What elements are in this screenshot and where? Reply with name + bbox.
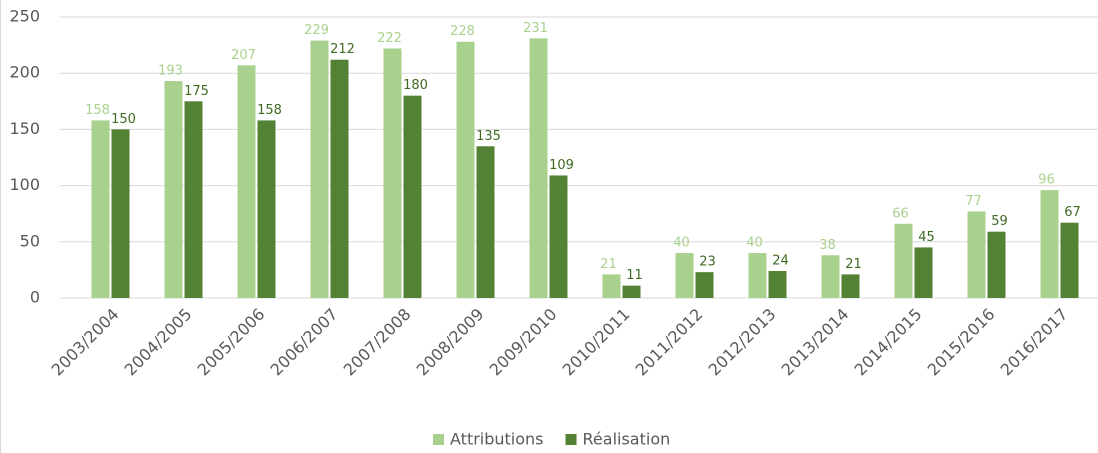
value-label: 45 — [918, 230, 935, 245]
legend-label: Réalisation — [583, 430, 671, 449]
legend-swatch — [565, 434, 577, 445]
bar — [967, 211, 986, 298]
bar — [549, 175, 568, 298]
value-label: 175 — [184, 84, 209, 99]
value-label: 40 — [673, 236, 690, 251]
x-tick-label: 2013/2014 — [778, 305, 853, 380]
value-label: 231 — [523, 21, 548, 36]
bar — [91, 120, 110, 299]
value-label: 193 — [158, 64, 183, 79]
bar — [914, 247, 933, 298]
x-tick-label: 2009/2010 — [486, 305, 561, 380]
bar — [310, 40, 329, 298]
bar — [748, 253, 767, 298]
legend-swatch — [433, 434, 444, 445]
value-label: 158 — [85, 103, 110, 118]
value-label: 59 — [991, 214, 1008, 229]
x-tick-label: 2014/2015 — [851, 305, 926, 380]
x-tick-label: 2008/2009 — [413, 305, 488, 380]
bar — [330, 59, 349, 298]
y-tick-label: 250 — [9, 7, 40, 26]
value-label: 38 — [819, 238, 836, 253]
bar — [529, 38, 548, 299]
bar — [602, 274, 621, 298]
value-label: 21 — [600, 257, 617, 272]
value-label: 11 — [626, 268, 643, 283]
value-label: 150 — [111, 112, 136, 127]
bar — [675, 253, 694, 298]
bar — [476, 146, 495, 298]
value-label: 77 — [965, 194, 982, 209]
y-tick-label: 50 — [20, 231, 40, 250]
bar — [695, 272, 714, 298]
y-tick-label: 150 — [9, 119, 40, 138]
value-label: 158 — [257, 103, 282, 118]
bar — [403, 95, 422, 299]
x-tick-label: 2011/2012 — [632, 305, 707, 380]
bar — [111, 129, 130, 298]
value-label: 23 — [699, 255, 716, 270]
bar — [164, 81, 183, 299]
value-label: 67 — [1064, 205, 1081, 220]
y-tick-label: 200 — [9, 63, 40, 82]
y-tick-label: 0 — [30, 288, 40, 307]
bar — [841, 274, 860, 298]
legend-label: Attributions — [450, 430, 544, 449]
bar — [184, 101, 203, 298]
bar — [257, 120, 276, 299]
value-label: 66 — [892, 206, 909, 221]
x-tick-label: 2015/2016 — [924, 305, 999, 380]
bar — [768, 271, 787, 298]
bar — [456, 41, 475, 299]
x-tick-label: 2010/2011 — [559, 305, 634, 380]
value-label: 229 — [304, 23, 329, 38]
bar — [383, 48, 402, 298]
value-label: 109 — [549, 158, 574, 173]
bar — [237, 65, 256, 298]
bar — [821, 255, 840, 298]
x-tick-label: 2003/2004 — [48, 305, 123, 380]
value-label: 40 — [746, 236, 763, 251]
value-label: 96 — [1038, 173, 1055, 188]
bar — [1040, 190, 1059, 298]
bar — [987, 231, 1006, 298]
value-label: 207 — [231, 48, 256, 63]
x-tick-label: 2004/2005 — [121, 305, 196, 380]
bar — [1060, 222, 1079, 298]
x-tick-label: 2007/2008 — [340, 305, 415, 380]
x-tick-label: 2016/2017 — [997, 305, 1072, 380]
value-label: 135 — [476, 129, 501, 144]
x-tick-label: 2005/2006 — [194, 305, 269, 380]
bar — [622, 285, 641, 298]
bar — [894, 223, 913, 298]
value-label: 212 — [330, 42, 355, 57]
value-label: 24 — [772, 254, 789, 269]
value-label: 21 — [845, 257, 862, 272]
x-tick-label: 2012/2013 — [705, 305, 780, 380]
value-label: 180 — [403, 78, 428, 93]
x-tick-label: 2006/2007 — [267, 305, 342, 380]
value-label: 228 — [450, 24, 475, 39]
y-tick-label: 100 — [9, 175, 40, 194]
value-label: 222 — [377, 31, 402, 46]
